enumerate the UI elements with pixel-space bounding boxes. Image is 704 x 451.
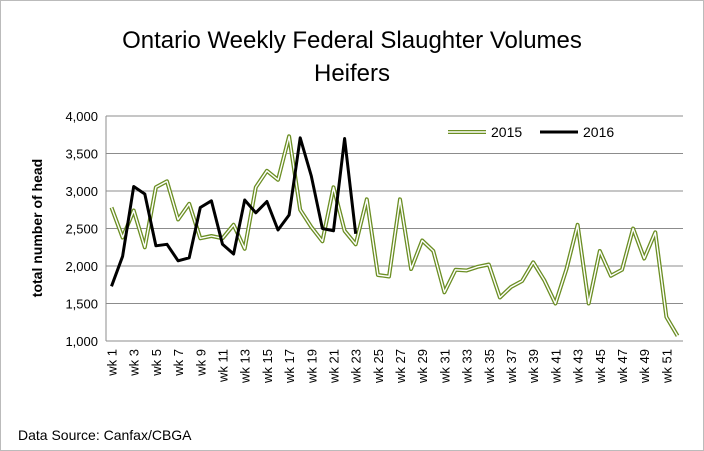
legend-label: 2015 [491, 124, 522, 140]
x-tick-label: wk 49 [637, 349, 652, 384]
x-tick-label: wk 11 [216, 349, 231, 383]
x-tick-label: wk 43 [571, 349, 586, 384]
y-tick-label: 4,000 [65, 109, 98, 124]
x-tick-label: wk 41 [548, 349, 563, 384]
legend-label: 2016 [583, 124, 614, 140]
x-tick-label: wk 39 [526, 349, 541, 384]
x-tick-label: wk 37 [504, 349, 519, 384]
x-tick-label: wk 13 [238, 349, 253, 384]
y-tick-label: 1,500 [65, 297, 98, 312]
x-tick-label: wk 17 [282, 349, 297, 384]
series-line-inner [110, 135, 679, 337]
x-tick-label: wk 15 [260, 349, 275, 384]
x-tick-label: wk 27 [393, 349, 408, 384]
x-tick-label: wk 47 [615, 349, 630, 384]
x-tick-label: wk 51 [659, 349, 674, 384]
y-tick-label: 1,000 [65, 334, 98, 349]
y-axis-label: total number of head [29, 159, 45, 297]
chart-title: Ontario Weekly Federal Slaughter Volumes [122, 27, 582, 54]
x-tick-label: wk 5 [149, 349, 164, 377]
x-tick-label: wk 23 [349, 349, 364, 384]
x-tick-label: wk 35 [482, 349, 497, 384]
chart-subtitle: Heifers [314, 60, 390, 87]
x-tick-label: wk 31 [437, 349, 452, 384]
x-tick-label: wk 29 [415, 349, 430, 384]
y-tick-label: 2,000 [65, 259, 98, 274]
source-note: Data Source: Canfax/CBGA [18, 427, 192, 443]
y-tick-label: 3,000 [65, 184, 98, 199]
y-tick-label: 3,500 [65, 147, 98, 162]
x-tick-label: wk 25 [371, 349, 386, 384]
x-tick-label: wk 33 [460, 349, 475, 384]
x-tick-label: wk 7 [171, 349, 186, 377]
x-tick-label: wk 9 [193, 349, 208, 377]
y-tick-label: 2,500 [65, 222, 98, 237]
x-tick-label: wk 19 [304, 349, 319, 384]
x-tick-label: wk 3 [127, 349, 142, 377]
x-tick-label: wk 45 [593, 349, 608, 384]
series-line [110, 136, 358, 287]
x-tick-label: wk 1 [105, 349, 120, 377]
x-tick-label: wk 21 [326, 349, 341, 384]
